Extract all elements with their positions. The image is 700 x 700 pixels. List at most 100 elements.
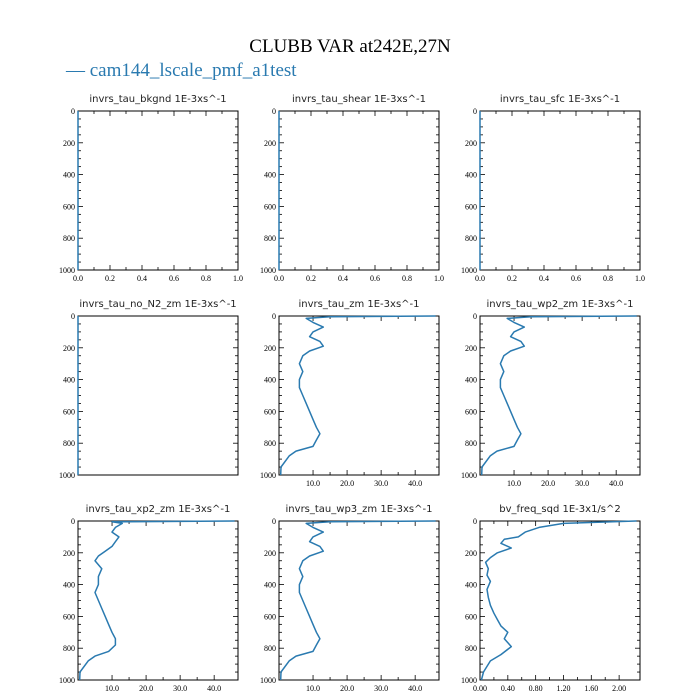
plot-frame [77, 315, 239, 476]
y-tick-label: 800 [465, 439, 477, 448]
x-tick-label: 0.40 [501, 684, 515, 693]
y-tick-label: 200 [63, 139, 75, 148]
series-line [279, 315, 436, 476]
x-tick-label: 20.0 [340, 684, 354, 693]
x-tick-label: 0.8 [603, 274, 613, 283]
panel-title: invrs_tau_shear 1E-3xs^-1 [292, 94, 426, 105]
y-tick-label: 200 [63, 344, 75, 353]
x-tick-label: 20.0 [340, 479, 354, 488]
y-tick-label: 800 [63, 234, 75, 243]
panel-title: invrs_tau_xp2_zm 1E-3xs^-1 [86, 504, 231, 515]
y-tick-label: 1000 [260, 471, 276, 480]
figure-title: CLUBB VAR at242E,27N [249, 36, 451, 57]
y-tick-label: 0 [272, 517, 276, 526]
y-tick-label: 400 [465, 581, 477, 590]
panel-invrs_tau_sfc: invrs_tau_sfc 1E-3xs^-1 0 200 400 600 800 1000… [461, 94, 645, 283]
x-tick-label: 0.2 [306, 274, 316, 283]
y-tick-label: 600 [264, 407, 276, 416]
x-tick-label: 30.0 [374, 684, 388, 693]
y-tick-label: 0 [71, 312, 75, 321]
x-tick-label: 0.4 [539, 274, 549, 283]
y-tick-label: 0 [473, 517, 477, 526]
x-tick-label: 0.8 [201, 274, 211, 283]
series-line [279, 520, 436, 681]
x-tick-label: 10.0 [105, 684, 119, 693]
x-tick-label: 2.00 [612, 684, 626, 693]
panel-invrs_tau_wp2_zm: invrs_tau_wp2_zm 1E-3xs^-1 0 200 400 600 800 1… [461, 299, 641, 488]
x-tick-label: 20.0 [139, 684, 153, 693]
y-tick-label: 0 [272, 312, 276, 321]
panel-title: invrs_tau_zm 1E-3xs^-1 [298, 299, 419, 310]
plot-frame [278, 110, 440, 271]
y-tick-label: 1000 [461, 676, 477, 685]
y-tick-label: 600 [63, 407, 75, 416]
panel-bv_freq_sqd: bv_freq_sqd 1E-3x1/s^2020040060080010000… [461, 504, 641, 693]
y-tick-label: 400 [264, 376, 276, 385]
y-tick-label: 0 [272, 107, 276, 116]
y-tick-label: 200 [465, 344, 477, 353]
y-tick-label: 600 [264, 612, 276, 621]
y-tick-label: 600 [63, 612, 75, 621]
y-tick-label: 1000 [59, 471, 75, 480]
panel-invrs_tau_zm: invrs_tau_zm 1E-3xs^-1 0 200 400 600 800 1000 1… [260, 299, 440, 488]
y-tick-label: 0 [473, 107, 477, 116]
plot-frame [77, 110, 239, 271]
y-tick-label: 600 [264, 202, 276, 211]
plot-frame [479, 110, 641, 271]
legend-dash: — [66, 60, 85, 81]
x-tick-label: 0.2 [507, 274, 517, 283]
x-tick-label: 40.0 [408, 684, 422, 693]
y-tick-label: 400 [63, 171, 75, 180]
y-tick-label: 800 [264, 439, 276, 448]
x-tick-label: 40.0 [609, 479, 623, 488]
y-tick-label: 600 [465, 407, 477, 416]
x-tick-label: 40.0 [408, 479, 422, 488]
series-line [480, 520, 637, 681]
y-tick-label: 1000 [59, 676, 75, 685]
legend-entry: — cam144_lscale_pmf_a1test [66, 60, 297, 82]
legend-label: cam144_lscale_pmf_a1test [89, 60, 297, 81]
series-line [480, 315, 637, 476]
y-tick-label: 400 [465, 171, 477, 180]
y-tick-label: 600 [63, 202, 75, 211]
x-tick-label: 0.2 [105, 274, 115, 283]
x-tick-label: 1.0 [434, 274, 444, 283]
panel-invrs_tau_bkgnd: invrs_tau_bkgnd 1E-3xs^-1 0 200 400 600 800 10… [59, 94, 243, 283]
panel-invrs_tau_wp3_zm: invrs_tau_wp3_zm 1E-3xs^-1 0 200 400 600 800 1… [260, 504, 440, 693]
y-tick-label: 1000 [260, 676, 276, 685]
x-tick-label: 0.8 [402, 274, 412, 283]
y-tick-label: 400 [264, 171, 276, 180]
panel-title: invrs_tau_no_N2_zm 1E-3xs^-1 [79, 299, 236, 310]
y-tick-label: 800 [465, 644, 477, 653]
x-tick-label: 40.0 [207, 684, 221, 693]
y-tick-label: 800 [465, 234, 477, 243]
x-tick-label: 0.6 [571, 274, 581, 283]
x-tick-label: 1.0 [635, 274, 645, 283]
y-tick-label: 0 [71, 107, 75, 116]
y-tick-label: 400 [63, 581, 75, 590]
y-tick-label: 200 [465, 139, 477, 148]
panel-invrs_tau_xp2_zm: invrs_tau_xp2_zm 1E-3xs^-1 0 200 400 600 800 1… [59, 504, 239, 693]
y-tick-label: 1000 [461, 266, 477, 275]
series-line [78, 520, 235, 681]
x-tick-label: 10.0 [507, 479, 521, 488]
y-tick-label: 800 [63, 644, 75, 653]
x-tick-label: 1.60 [584, 684, 598, 693]
y-tick-label: 1000 [59, 266, 75, 275]
x-tick-label: 0.00 [473, 684, 487, 693]
x-tick-label: 30.0 [374, 479, 388, 488]
y-tick-label: 400 [264, 581, 276, 590]
x-tick-label: 1.0 [233, 274, 243, 283]
x-tick-label: 0.6 [370, 274, 380, 283]
y-tick-label: 0 [473, 312, 477, 321]
plot-frame [77, 520, 239, 681]
y-tick-label: 600 [465, 612, 477, 621]
y-tick-label: 1000 [461, 471, 477, 480]
y-tick-label: 400 [465, 376, 477, 385]
x-tick-label: 0.80 [529, 684, 543, 693]
y-tick-label: 200 [264, 549, 276, 558]
y-tick-label: 800 [264, 234, 276, 243]
panel-title: invrs_tau_bkgnd 1E-3xs^-1 [89, 94, 226, 105]
x-tick-label: 0.6 [169, 274, 179, 283]
